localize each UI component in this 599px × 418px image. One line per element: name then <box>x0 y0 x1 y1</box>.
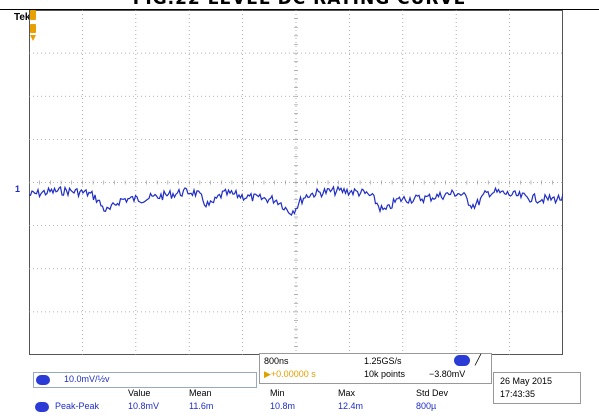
measurement-table[interactable]: Value Mean Min Max Std Dev Peak-Peak 10.… <box>33 388 503 418</box>
graticule-screen <box>29 10 563 355</box>
trigger-level: −3.80mV <box>429 369 466 379</box>
graticule-svg <box>29 10 563 355</box>
measurement-std-dev: 800µ <box>416 401 437 411</box>
figure-title-bar: FIG.22 LEVEL DC RATING CURVE <box>0 0 599 10</box>
graticule-grid <box>29 10 563 355</box>
header-std-dev: Std Dev <box>416 388 449 398</box>
date: 26 May 2015 <box>500 376 553 386</box>
header-value: Value <box>128 388 151 398</box>
channel-1-marker-label: 1 <box>15 184 21 194</box>
channel-1-trace <box>29 185 563 217</box>
timebase: 800ns <box>264 356 289 366</box>
header-mean: Mean <box>189 388 212 398</box>
figure-title: FIG.22 LEVEL DC RATING CURVE <box>0 0 599 9</box>
oscilloscope-screenshot: Tek Stop 1 10.0mV/½v 800ns 1.25GS/s ▶+0.… <box>0 10 599 418</box>
measurement-max: 12.4m <box>338 401 364 411</box>
acquisition-info-box[interactable]: 800ns 1.25GS/s ▶+0.00000 s 10k points −3… <box>259 353 492 384</box>
sample-rate: 1.25GS/s <box>364 356 402 366</box>
measurement-channel-chip <box>35 402 49 412</box>
time: 17:43:35 <box>500 389 536 399</box>
datetime-box: 26 May 2015 17:43:35 <box>493 372 581 404</box>
measurement-type: Peak-Peak <box>55 401 100 411</box>
measurement-min: 10.8m <box>270 401 296 411</box>
trigger-source-chip <box>454 355 470 366</box>
header-max: Max <box>338 388 356 398</box>
channel-1-ground-marker[interactable]: 1 <box>15 184 29 196</box>
channel-1-chip <box>36 375 50 385</box>
channel-1-scale: 10.0mV/½v <box>64 374 110 384</box>
brand-label: Tek <box>14 12 31 23</box>
measurement-mean: 11.6m <box>189 401 214 411</box>
trigger-position: ▶+0.00000 s <box>264 369 316 379</box>
title-rule <box>0 9 599 10</box>
rising-edge-icon: ╱ <box>475 355 482 366</box>
header-min: Min <box>270 388 285 398</box>
trigger-position-marker[interactable] <box>29 10 37 42</box>
channel-1-scale-readout[interactable]: 10.0mV/½v <box>33 372 257 388</box>
record-length: 10k points <box>364 369 406 379</box>
measurement-value: 10.8mV <box>128 401 160 411</box>
